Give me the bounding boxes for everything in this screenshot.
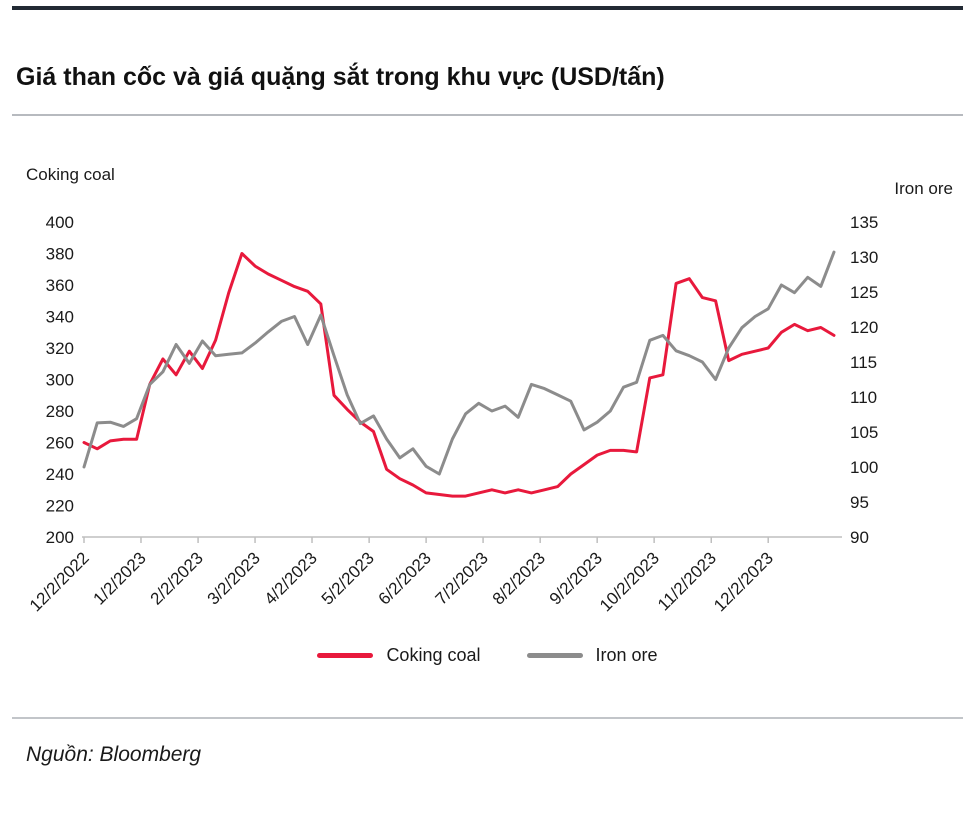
svg-text:120: 120 (850, 318, 878, 337)
svg-text:90: 90 (850, 528, 869, 547)
svg-text:12/2/2023: 12/2/2023 (710, 548, 777, 615)
svg-text:135: 135 (850, 213, 878, 232)
svg-text:7/2/2023: 7/2/2023 (432, 548, 492, 608)
svg-text:200: 200 (46, 528, 74, 547)
svg-text:125: 125 (850, 283, 878, 302)
legend-label-coking-coal: Coking coal (386, 644, 481, 665)
svg-text:3/2/2023: 3/2/2023 (204, 548, 264, 608)
iron-ore-line-swatch (526, 652, 583, 658)
svg-text:95: 95 (850, 493, 869, 512)
svg-text:12/2/2022: 12/2/2022 (26, 548, 93, 615)
svg-text:105: 105 (850, 423, 878, 442)
footer-divider (12, 717, 963, 719)
title-divider (12, 114, 963, 116)
svg-text:115: 115 (850, 353, 877, 372)
svg-text:110: 110 (850, 388, 877, 407)
svg-text:10/2/2023: 10/2/2023 (596, 548, 663, 615)
svg-text:280: 280 (46, 402, 74, 421)
source-note: Nguồn: Bloomberg (26, 743, 202, 766)
left-axis-title: Coking coal (26, 165, 115, 184)
svg-text:6/2/2023: 6/2/2023 (375, 548, 435, 608)
svg-text:220: 220 (46, 497, 74, 516)
svg-text:8/2/2023: 8/2/2023 (489, 548, 549, 608)
top-rule (12, 6, 963, 10)
chart-title: Giá than cốc và giá quặng sắt trong khu … (16, 63, 665, 91)
dual-axis-line-chart: 400 380 360 340 320 300 280 260 240 220 200 135 130 1… (26, 213, 878, 615)
axis-titles-row: Coking coal Iron ore (26, 165, 953, 198)
svg-text:130: 130 (850, 248, 878, 267)
svg-text:5/2/2023: 5/2/2023 (318, 548, 378, 608)
coking-coal-line-swatch (317, 652, 374, 658)
chart-legend: Coking coal Iron ore (12, 643, 963, 667)
svg-text:360: 360 (46, 276, 74, 295)
svg-text:340: 340 (46, 308, 74, 327)
svg-text:4/2/2023: 4/2/2023 (261, 548, 321, 608)
svg-text:300: 300 (46, 371, 74, 390)
legend-item-coking-coal: Coking coal (317, 644, 481, 666)
svg-text:400: 400 (46, 213, 74, 232)
svg-text:380: 380 (46, 245, 74, 264)
svg-text:240: 240 (46, 465, 74, 484)
svg-text:11/2/2023: 11/2/2023 (654, 548, 720, 614)
svg-text:320: 320 (46, 339, 74, 358)
svg-text:100: 100 (850, 458, 878, 477)
legend-item-iron-ore: Iron ore (526, 644, 658, 666)
svg-text:1/2/2023: 1/2/2023 (90, 548, 150, 608)
legend-label-iron-ore: Iron ore (595, 644, 658, 665)
chart-area: 400 380 360 340 320 300 280 260 240 220 200 135 130 1… (12, 202, 963, 630)
svg-text:260: 260 (46, 434, 74, 453)
svg-text:2/2/2023: 2/2/2023 (147, 548, 207, 608)
right-axis-title: Iron ore (894, 179, 953, 198)
